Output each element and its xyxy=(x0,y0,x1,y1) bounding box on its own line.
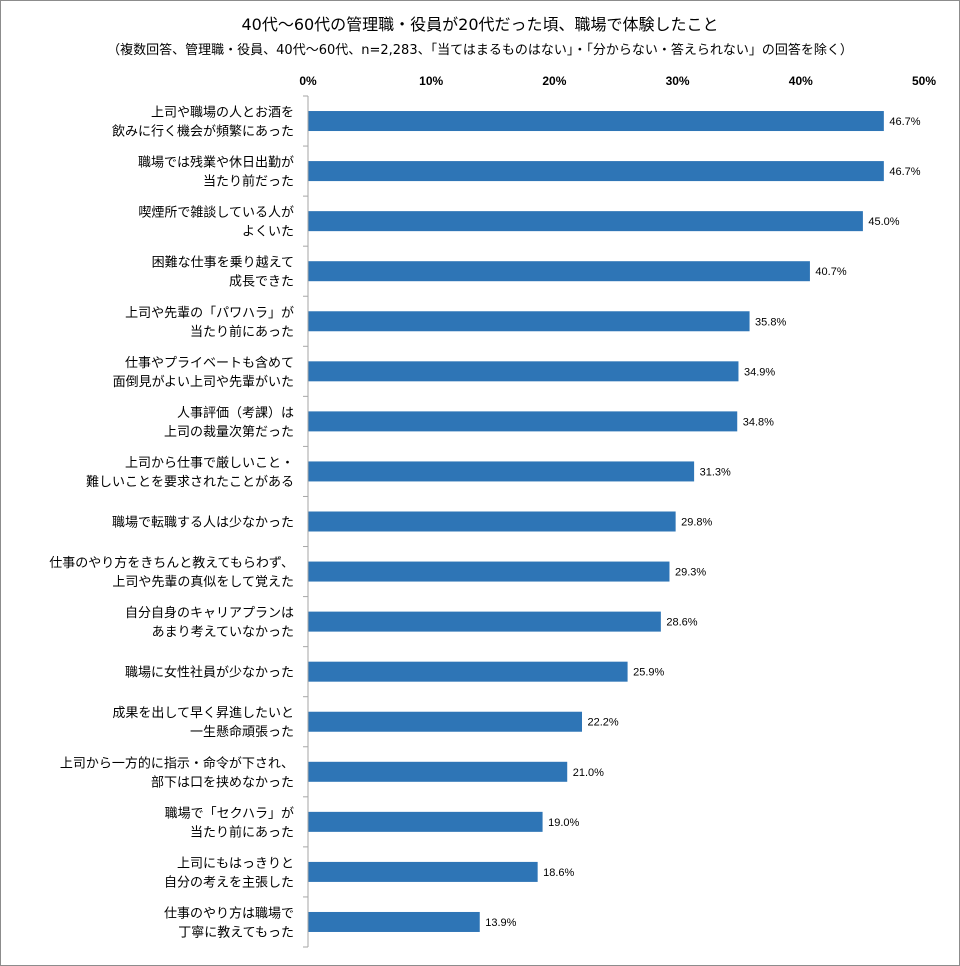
data-label: 18.6% xyxy=(543,867,574,879)
x-tick-label: 10% xyxy=(419,74,443,88)
data-label: 29.8% xyxy=(681,517,712,529)
data-label: 46.7% xyxy=(889,166,920,178)
bar xyxy=(308,861,538,882)
data-label: 13.9% xyxy=(485,917,516,929)
bar xyxy=(308,761,568,782)
category-label: 仕事のやり方をきちんと教えてもらわず、上司や先輩の真似をして覚えた xyxy=(49,555,294,590)
x-tick-label: 50% xyxy=(912,74,936,88)
category-label: 喫煙所で雑談している人がよくいた xyxy=(138,205,294,240)
chart-title: 40代～60代の管理職・役員が20代だった頃、職場で体験したこと xyxy=(241,15,719,34)
data-label: 40.7% xyxy=(815,266,846,278)
bar xyxy=(308,111,884,132)
bar xyxy=(308,711,583,732)
bar xyxy=(308,211,863,232)
bar xyxy=(308,511,676,532)
category-label: 職場で転職する人は少なかった xyxy=(112,516,294,531)
data-label: 45.0% xyxy=(868,216,899,228)
category-label: 人事評価（考課）は上司の裁量次第だった xyxy=(164,405,294,440)
data-label: 22.2% xyxy=(588,717,619,729)
data-label: 28.6% xyxy=(666,617,697,629)
data-label: 21.0% xyxy=(573,767,604,779)
x-tick-label: 20% xyxy=(542,74,566,88)
category-label: 上司や先輩の「パワハラ」が当たり前にあった xyxy=(125,306,294,340)
category-label: 職場では残業や休日出勤が当たり前だった xyxy=(138,155,294,190)
bar xyxy=(308,361,739,382)
data-label: 35.8% xyxy=(755,316,786,328)
bar xyxy=(308,461,695,482)
bar xyxy=(308,561,670,582)
data-label: 46.7% xyxy=(889,116,920,128)
data-label: 31.3% xyxy=(700,466,731,478)
category-label: 困難な仕事を乗り越えて成長できた xyxy=(152,256,294,290)
data-label: 19.0% xyxy=(548,817,579,829)
x-tick-label: 30% xyxy=(666,74,690,88)
x-tick-label: 40% xyxy=(789,74,813,88)
category-label: 自分自身のキャリアプランはあまり考えていなかった xyxy=(125,605,294,640)
category-label: 成果を出して早く昇進したいと一生懸命頑張った xyxy=(112,706,294,740)
bar xyxy=(308,411,738,432)
bar xyxy=(308,161,884,182)
bar xyxy=(308,911,480,932)
category-label: 職場で「セクハラ」が当たり前にあった xyxy=(165,806,294,840)
category-label: 上司にもはっきりと自分の考えを主張した xyxy=(164,856,294,890)
data-label: 25.9% xyxy=(633,667,664,679)
bar xyxy=(308,811,543,832)
chart-subtitle: （複数回答、管理職・役員、40代～60代、n=2,283、「当てはまるものはない… xyxy=(107,43,853,58)
data-label: 34.9% xyxy=(744,366,775,378)
bar xyxy=(308,261,810,282)
bar xyxy=(308,661,628,682)
data-label: 34.8% xyxy=(743,416,774,428)
category-label: 職場に女性社員が少なかった xyxy=(125,665,294,681)
bar xyxy=(308,611,661,632)
category-label: 上司から一方的に指示・命令が下され、部下は口を挟めなかった xyxy=(60,755,294,790)
category-label: 上司や職場の人とお酒を飲みに行く機会が頻繁にあった xyxy=(112,106,294,140)
category-label: 仕事やプライベートも含めて面倒見がよい上司や先輩がいた xyxy=(113,355,294,390)
data-label: 29.3% xyxy=(675,567,706,579)
x-tick-label: 0% xyxy=(299,74,317,88)
bar xyxy=(308,311,750,332)
category-label: 上司から仕事で厳しいこと・難しいことを要求されたことがある xyxy=(86,456,294,490)
category-label: 仕事のやり方は職場で丁寧に教えてもった xyxy=(164,905,294,940)
